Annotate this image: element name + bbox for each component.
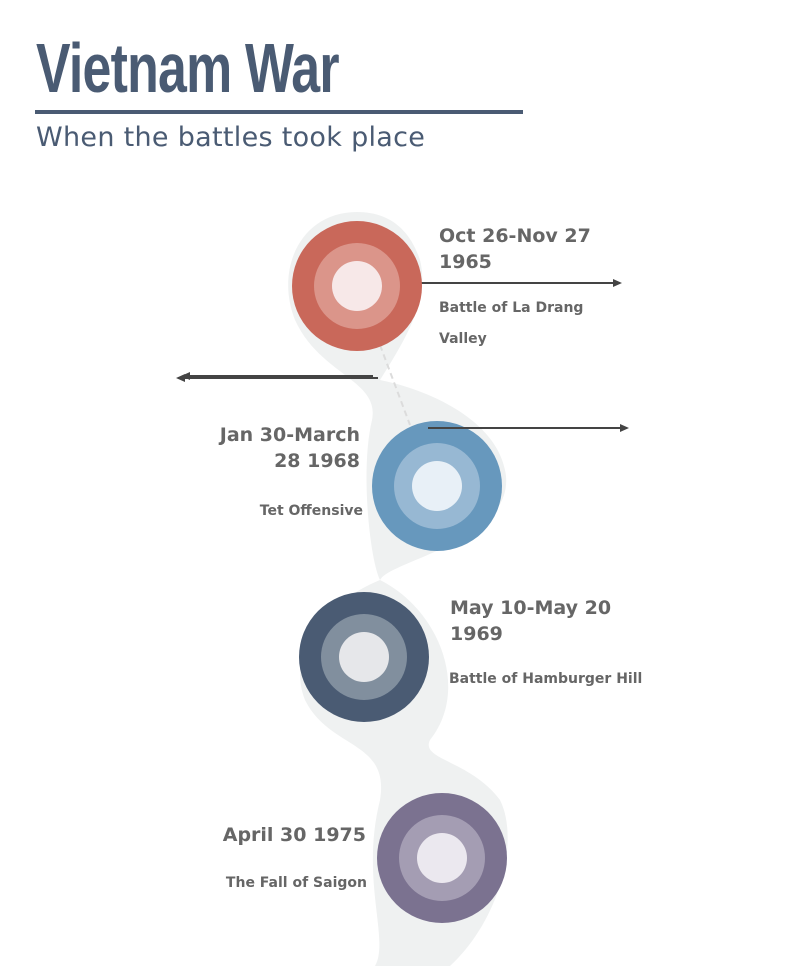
connector-dashed-line: [379, 344, 411, 426]
event-4-name: The Fall of Saigon: [225, 875, 367, 891]
event-2-date: Jan 30-March 28 1968: [219, 424, 360, 472]
event-circle-inner: [332, 261, 382, 311]
event-circle-inner: [412, 461, 462, 511]
page-subtitle: When the battles took place: [36, 122, 426, 153]
event-1-date: Oct 26-Nov 27 1965: [439, 225, 591, 273]
event-3-date: May 10-May 20 1969: [450, 597, 612, 645]
event-2-name: Tet Offensive: [259, 503, 363, 519]
event-3-name: Battle of Hamburger Hill: [449, 671, 643, 687]
event-4-date: April 30 1975: [222, 824, 366, 846]
event-circle-inner: [339, 632, 389, 682]
event-1-name: Battle of La Drang Valley: [439, 300, 584, 347]
arrow-head-icon: [613, 279, 622, 287]
arrow-head-icon: [176, 374, 185, 382]
event-circle-inner: [417, 833, 467, 883]
arrow-head-icon: [620, 424, 629, 432]
page-title: Vietnam War: [36, 29, 340, 107]
timeline-background-shape: [288, 212, 508, 966]
title-underline: [35, 110, 523, 114]
